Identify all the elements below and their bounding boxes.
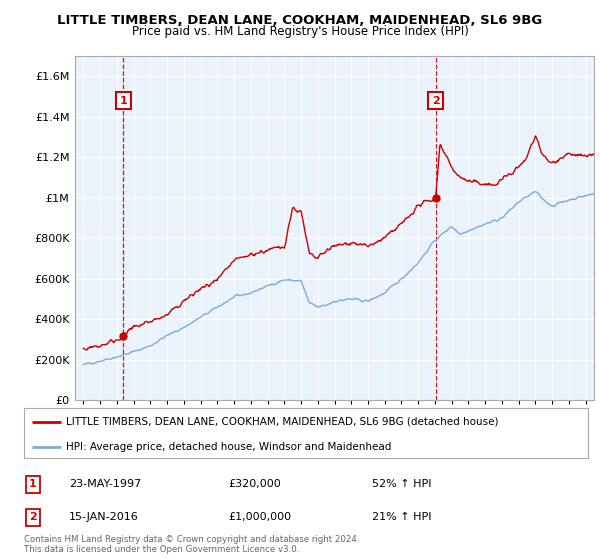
Text: Price paid vs. HM Land Registry's House Price Index (HPI): Price paid vs. HM Land Registry's House … (131, 25, 469, 38)
Text: £1,000,000: £1,000,000 (228, 512, 291, 522)
Text: 52% ↑ HPI: 52% ↑ HPI (372, 479, 431, 489)
Text: £320,000: £320,000 (228, 479, 281, 489)
Text: Contains HM Land Registry data © Crown copyright and database right 2024.
This d: Contains HM Land Registry data © Crown c… (24, 535, 359, 554)
Text: 21% ↑ HPI: 21% ↑ HPI (372, 512, 431, 522)
Text: HPI: Average price, detached house, Windsor and Maidenhead: HPI: Average price, detached house, Wind… (66, 442, 392, 452)
Text: 15-JAN-2016: 15-JAN-2016 (69, 512, 139, 522)
Text: 23-MAY-1997: 23-MAY-1997 (69, 479, 141, 489)
Text: 2: 2 (432, 96, 439, 106)
Text: LITTLE TIMBERS, DEAN LANE, COOKHAM, MAIDENHEAD, SL6 9BG: LITTLE TIMBERS, DEAN LANE, COOKHAM, MAID… (58, 14, 542, 27)
Text: 1: 1 (29, 479, 37, 489)
Text: 2: 2 (29, 512, 37, 522)
Text: 1: 1 (119, 96, 127, 106)
Text: LITTLE TIMBERS, DEAN LANE, COOKHAM, MAIDENHEAD, SL6 9BG (detached house): LITTLE TIMBERS, DEAN LANE, COOKHAM, MAID… (66, 417, 499, 427)
